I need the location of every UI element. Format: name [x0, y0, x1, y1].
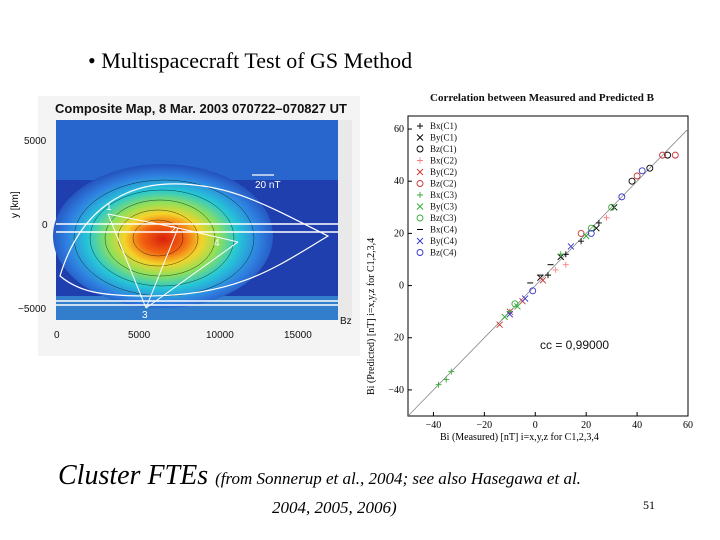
caption-main: Cluster FTEs [58, 460, 216, 491]
x-tick-label: 40 [632, 420, 642, 431]
legend-marker [416, 203, 424, 210]
y-tick-label: 60 [394, 124, 404, 135]
data-point [496, 321, 503, 329]
data-point [593, 224, 600, 232]
slide-caption-line2: 2004, 2005, 2006) [272, 498, 397, 517]
slide-title: • Multispacecraft Test of GS Method [88, 48, 413, 73]
map-xtick: 5000 [128, 330, 151, 341]
data-point [552, 266, 559, 273]
legend-entry: Bx(C4) [430, 225, 457, 235]
data-point [638, 167, 646, 175]
legend-entry: Bz(C4) [430, 248, 457, 258]
data-point [608, 203, 616, 211]
data-point [603, 214, 610, 221]
spacecraft-label-3: 3 [142, 310, 148, 321]
legend-entry: Bx(C2) [430, 156, 457, 166]
legend-entry: Bz(C2) [430, 179, 457, 189]
map-ytick: 0 [42, 220, 48, 231]
correlation-xlabel: Bi (Measured) [nT] i=x,y,z for C1,2,3,4 [440, 432, 599, 443]
page-number: 51 [643, 498, 655, 512]
data-point [618, 193, 626, 201]
data-point [664, 151, 672, 159]
legend-entry: By(C3) [430, 202, 457, 212]
composite-map-title: Composite Map, 8 Mar. 2003 070722–070827… [55, 101, 347, 116]
data-point [628, 177, 636, 185]
spacecraft-label-2: 2 [170, 225, 176, 236]
composite-map-figure: 1 2 4 3 20 nT [53, 120, 352, 321]
data-point [587, 229, 595, 237]
map-heat-core [53, 164, 273, 308]
map-xtick: 0 [54, 330, 60, 341]
data-point [671, 151, 679, 159]
data-point [514, 303, 521, 310]
data-point [587, 224, 595, 232]
data-point [545, 272, 551, 279]
legend-entry: By(C1) [430, 133, 457, 143]
legend-marker [416, 145, 424, 153]
legend-entry: Bx(C1) [430, 121, 457, 131]
legend-entry: Bz(C1) [430, 144, 457, 154]
legend-marker [416, 180, 424, 187]
correlation-title: Correlation between Measured and Predict… [430, 92, 654, 104]
x-tick-label: −20 [477, 420, 493, 431]
data-point [539, 277, 547, 284]
legend-entry: Bz(C3) [430, 213, 457, 223]
data-point [521, 295, 529, 302]
y-tick-label: 0 [399, 281, 404, 292]
y-tick-label: 40 [394, 176, 404, 187]
correlation-coefficient: cc = 0,99000 [540, 338, 610, 352]
legend-entry: Bx(C3) [430, 190, 457, 200]
x-tick-label: 20 [581, 420, 591, 431]
y-tick-label: 20 [394, 333, 404, 344]
data-point [610, 203, 618, 211]
data-point [435, 381, 442, 388]
caption-citation: (from Sonnerup et al., 2004; see also Ha… [215, 469, 581, 488]
composite-map-ylabel: y [km] [10, 191, 21, 218]
x-tick-label: −40 [426, 420, 442, 431]
data-point [443, 376, 450, 383]
spacecraft-label-1: 1 [106, 202, 112, 213]
data-point [511, 300, 519, 308]
map-ytick: 5000 [24, 136, 47, 147]
legend-marker [416, 168, 424, 176]
data-point [595, 219, 602, 226]
data-point [501, 313, 509, 321]
y-tick-label: −40 [388, 385, 404, 396]
data-point [562, 261, 569, 268]
legend-entry: By(C4) [430, 236, 457, 246]
slide-caption: Cluster FTEs (from Sonnerup et al., 2004… [58, 460, 581, 492]
colorbar-label: Bz [340, 316, 352, 327]
legend-marker [416, 134, 424, 141]
correlation-ylabel: Bi (Predicted) [nT] i=x,y,z for C1,2,3,4 [366, 237, 377, 395]
map-xtick: 15000 [284, 330, 312, 341]
map-ytick: −5000 [18, 304, 47, 315]
spacecraft-label-4: 4 [214, 238, 220, 249]
data-point [646, 164, 654, 172]
y-tick-label: 20 [394, 228, 404, 239]
data-point [633, 172, 641, 180]
scale-label: 20 nT [255, 180, 281, 191]
x-tick-label: 0 [533, 420, 538, 431]
map-outer-contour [59, 183, 330, 297]
legend-marker [417, 192, 423, 198]
legend-marker [416, 249, 424, 256]
data-point [506, 310, 514, 318]
data-point [659, 151, 666, 159]
legend-marker [416, 237, 424, 245]
plot-frame [407, 115, 689, 417]
x-tick-label: 60 [683, 420, 693, 431]
data-point [529, 287, 537, 295]
data-point [567, 243, 575, 250]
data-point [578, 238, 585, 245]
legend-marker [417, 123, 423, 129]
legend-marker [416, 214, 424, 222]
data-point [557, 251, 564, 258]
legend-entry: By(C2) [430, 167, 457, 177]
map-xtick: 10000 [206, 330, 234, 341]
legend-marker [417, 157, 423, 164]
data-point [448, 368, 455, 375]
